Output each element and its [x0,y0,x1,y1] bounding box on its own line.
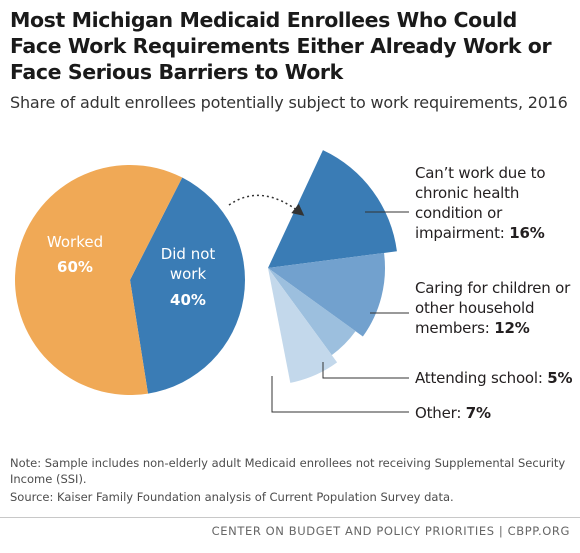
pie-slice [15,164,183,395]
chart-subtitle: Share of adult enrollees potentially sub… [10,93,568,112]
chart-note: Note: Sample includes non-elderly adult … [10,456,566,486]
title-line: Most Michigan Medicaid Enrollees Who Cou… [10,8,517,32]
footer-credit: CENTER ON BUDGET AND POLICY PRIORITIES |… [211,524,570,538]
leader-line [322,362,409,379]
pie-slice [130,177,246,394]
breakdown-pie [268,150,397,383]
category-value: 5% [547,369,572,387]
chart-title: Most Michigan Medicaid Enrollees Who Cou… [10,7,570,85]
slice-value: 40% [170,291,206,309]
category-value: 12% [494,319,529,337]
category-label: Caring for children or other household mem… [415,279,571,337]
category-value: 7% [466,404,491,422]
slice-label: Worked [47,233,103,251]
pie-slice [268,268,356,356]
slice-label: Did not work [161,245,216,283]
category-value: 16% [509,224,544,242]
category-label: Attending school: 5% [415,369,573,387]
pie-slice [268,150,397,268]
category-label: Can’t work due to chronic health condition… [415,164,545,242]
slice-value: 60% [57,258,93,276]
leader-line [271,376,409,413]
title-line: Face Work Requirements Either Already Wo… [10,34,552,58]
footer-divider [0,517,580,518]
pie-slice [268,252,386,337]
category-labels: Can’t work due to chronic health condition… [271,164,573,422]
chart-area: Worked 60% Did not work 40% Can’t work due t… [15,150,573,422]
pie-slice [268,268,338,383]
connector-arrow [228,194,305,216]
main-pie: Worked 60% Did not work 40% [15,164,246,395]
chart-source: Source: Kaiser Family Foundation analysi… [10,490,454,504]
category-label: Other: 7% [415,404,491,422]
title-line: Face Serious Barriers to Work [10,60,343,84]
